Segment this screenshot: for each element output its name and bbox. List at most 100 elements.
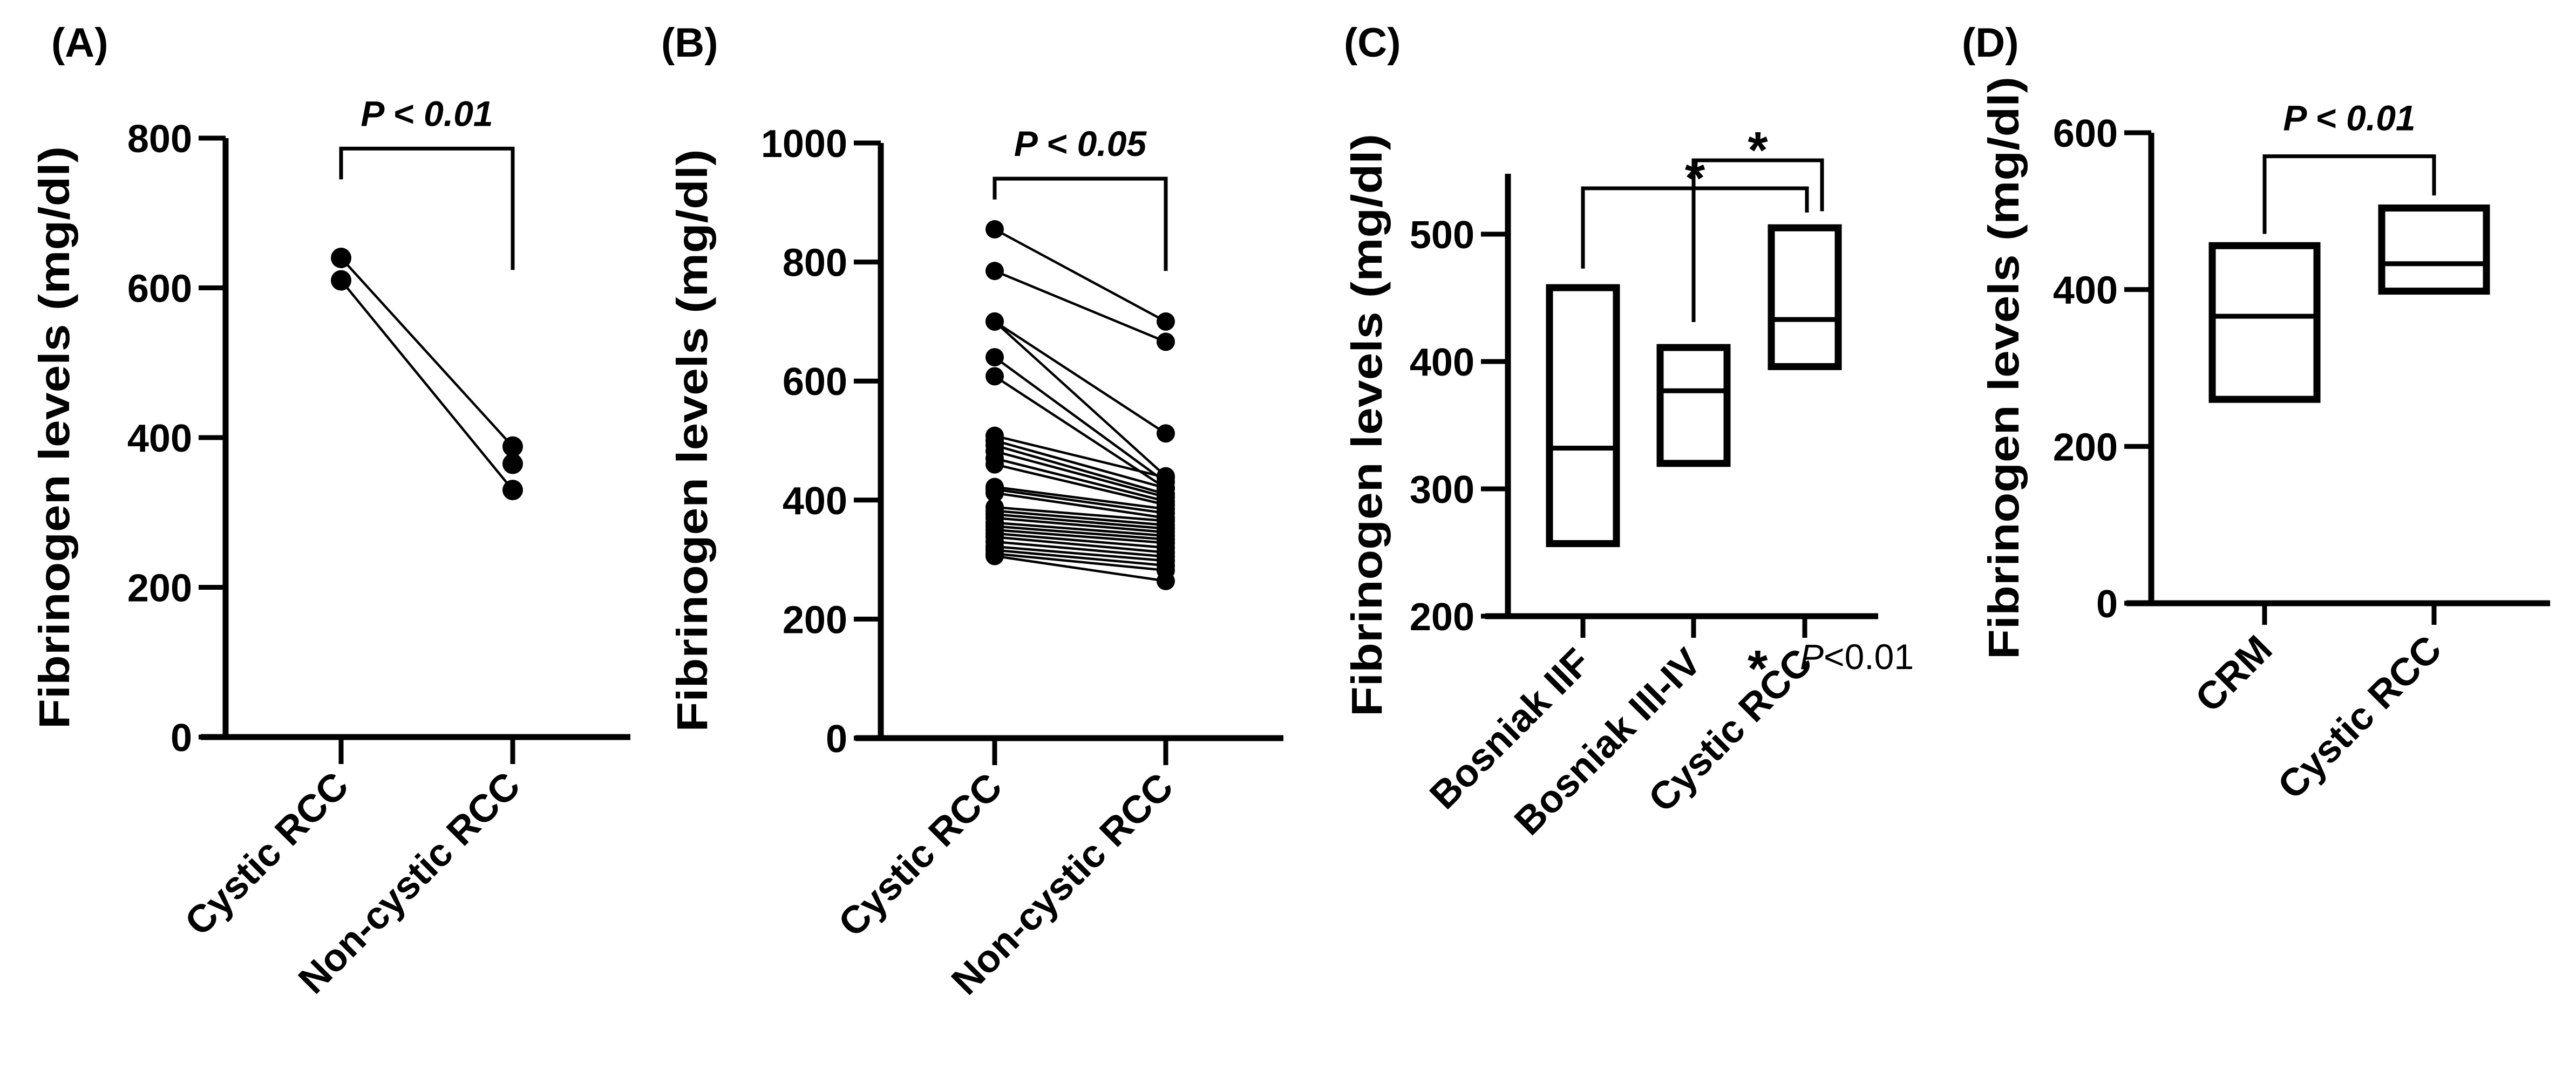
data-point <box>331 248 351 268</box>
pair-line <box>994 552 1166 572</box>
pair-line <box>994 270 1166 343</box>
y-tick-label: 0 <box>171 717 192 760</box>
y-tick-label: 400 <box>2053 269 2118 312</box>
pair-line <box>994 228 1167 323</box>
y-tick-label: 800 <box>783 242 847 285</box>
pair-line <box>340 279 514 491</box>
y-tick-label: 300 <box>1410 468 1474 512</box>
box <box>1546 284 1620 547</box>
data-point <box>985 367 1004 386</box>
y-axis-title: Fibrinogen levels (mg/dl) <box>1980 77 2028 659</box>
data-point <box>985 312 1004 331</box>
pair-line <box>994 535 1166 554</box>
y-tick-label: 0 <box>826 718 847 761</box>
data-point <box>502 453 523 474</box>
significance-bracket <box>1691 158 1824 322</box>
box <box>2378 204 2490 295</box>
y-axis-title: Fibrinogen levels (mg/dl) <box>1343 134 1391 717</box>
y-tick-label: 800 <box>127 118 192 161</box>
pair-line <box>994 549 1166 567</box>
x-tick-label: Cystic RCC <box>2269 628 2450 808</box>
data-point <box>985 348 1004 367</box>
data-point <box>985 483 1004 502</box>
x-tick-label: Cystic RCC <box>830 765 1010 945</box>
pair-line <box>994 439 1166 489</box>
data-point <box>502 480 523 501</box>
x-tick-label: CRM <box>2187 628 2281 721</box>
y-axis-title: Fibrinogen levels (mg/dl) <box>668 149 716 732</box>
pair-line <box>994 555 1166 583</box>
pair-line <box>994 321 1167 435</box>
pair-line <box>994 457 1166 503</box>
data-point <box>1157 571 1175 590</box>
legend-star: * <box>1748 640 1768 698</box>
significance-label: P < 0.01 <box>2283 98 2415 138</box>
pair-line <box>994 356 1167 483</box>
pair-line <box>994 444 1166 495</box>
pair-line <box>994 521 1166 537</box>
box <box>1656 344 1731 467</box>
y-tick-label: 200 <box>2053 426 2118 469</box>
panel-label: (A) <box>51 20 108 66</box>
data-point <box>331 270 351 291</box>
y-tick-label: 400 <box>783 480 847 523</box>
panel-label: (D) <box>1962 20 2019 66</box>
x-tick-label: Cystic RCC <box>176 764 357 944</box>
pair-line <box>994 488 1166 515</box>
data-point <box>985 220 1004 238</box>
data-point <box>985 547 1004 565</box>
data-point <box>985 262 1004 281</box>
pair-line <box>994 492 1166 520</box>
legend: * P<0.01 <box>1748 637 1914 698</box>
y-tick-label: 0 <box>2096 583 2118 626</box>
pair-line <box>994 525 1166 541</box>
panel-d: (D) 0 200 400 600 Fibrinogen levels (mg/dl) C… <box>1962 20 2550 808</box>
significance-bracket <box>339 146 515 270</box>
pair-line <box>994 516 1166 534</box>
legend-text: P<0.01 <box>1800 637 1914 677</box>
significance-label: P < 0.01 <box>361 93 493 133</box>
significance-label: P < 0.05 <box>1014 124 1147 163</box>
panel-b: (B) 0 200 400 600 800 1000 Fibrinogen levels (… <box>661 20 1283 1003</box>
pair-line <box>994 528 1166 544</box>
pair-line <box>994 321 1167 478</box>
y-axis-title: Fibrinogen levels (mg/dl) <box>30 146 78 729</box>
y-tick-label: 200 <box>1410 596 1474 639</box>
pair-line <box>994 513 1166 530</box>
y-tick-label: 200 <box>127 567 192 610</box>
significance-bracket <box>993 176 1168 271</box>
y-tick-label: 400 <box>127 417 192 460</box>
pair-line <box>994 450 1166 499</box>
pair-line <box>994 545 1166 562</box>
pair-line <box>994 486 1166 510</box>
pair-line <box>994 434 1166 479</box>
pair-line <box>994 506 1166 522</box>
legend-p: P <box>1800 637 1824 677</box>
pair-line <box>994 532 1166 549</box>
data-point <box>1157 312 1175 331</box>
y-tick-label: 500 <box>1410 214 1474 257</box>
panel-label: (C) <box>1344 20 1401 66</box>
box <box>1768 224 1842 370</box>
data-point <box>502 436 523 457</box>
legend-threshold: <0.01 <box>1824 637 1914 677</box>
data-point <box>1157 332 1175 351</box>
panel-c: (C) * P<0.01 200 300 400 500 Fibrinogen leve… <box>1343 20 1914 843</box>
y-tick-label: 200 <box>783 598 847 642</box>
panel-label: (B) <box>661 20 718 66</box>
y-tick-label: 400 <box>1410 341 1474 384</box>
x-tick-label: Bosniak III-IV <box>1506 640 1709 843</box>
y-tick-label: 600 <box>2053 112 2118 155</box>
pair-line <box>994 540 1166 558</box>
y-tick-label: 600 <box>127 268 192 311</box>
panel-a: (A) 0 200 400 600 800 Fibrinogen levels (mg/d… <box>30 20 630 1002</box>
significance-bracket <box>2262 154 2436 234</box>
box <box>2208 242 2321 403</box>
significance-star: * <box>1748 121 1768 179</box>
data-point <box>985 455 1004 474</box>
pair-line <box>994 509 1166 527</box>
y-tick-label: 600 <box>783 360 847 404</box>
pair-line <box>340 257 514 448</box>
y-tick-label: 1000 <box>761 122 847 166</box>
